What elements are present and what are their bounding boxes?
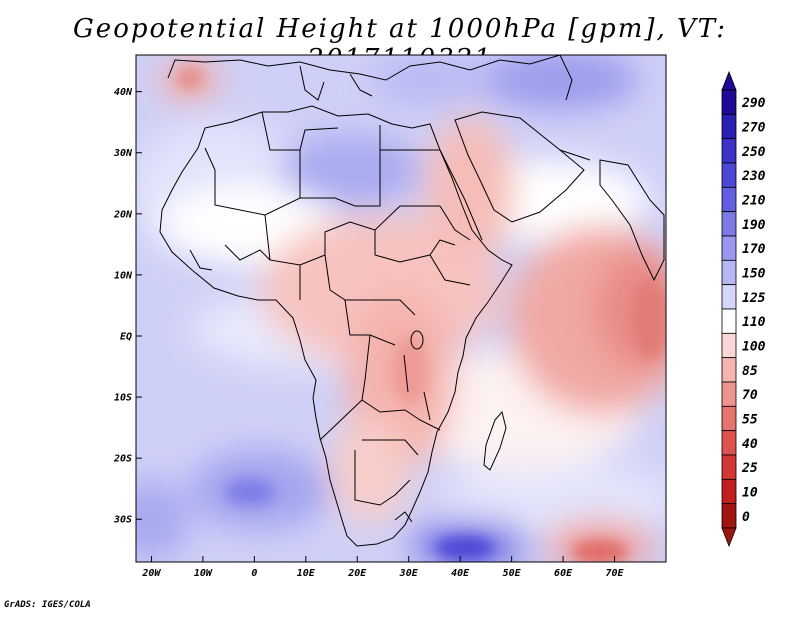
colorbar-swatch [721,454,737,480]
colorbar-label: 150 [742,267,766,282]
india-coastline [599,159,665,282]
colorbar-swatch [721,357,737,383]
lon-tick-label: 20E [347,568,367,579]
arabia-coastline [454,111,585,223]
colorbar-swatch [721,113,737,140]
lon-tick-label: 50E [503,568,522,579]
colorbar-label: 270 [741,121,766,136]
lon-tick-label: 60E [554,568,573,579]
colorbar-swatch [721,478,737,505]
colorbar-swatch [721,259,737,286]
lat-tick-label: 10N [114,270,133,281]
plot-frame [135,54,667,563]
colorbar-label: 190 [742,218,766,233]
colorbar-top-arrow [721,70,737,91]
colorbar-label: 100 [742,340,766,355]
colorbar-label: 0 [742,510,750,525]
lat-tick-label: EQ [120,331,132,342]
madagascar-coastline [483,410,507,471]
europe-coastline [167,55,561,81]
colorbar-swatch [721,89,737,115]
height-field [136,55,666,562]
lon-tick-label: 20W [141,568,161,579]
lat-tick-label: 20N [113,209,133,220]
colorbar-swatch [721,162,737,188]
colorbar-label: 250 [741,145,766,160]
lat-tick-label: 30S [113,515,132,526]
lat-tick-label: 40N [114,87,133,98]
colorbar-swatch [721,308,737,334]
lon-axis: 20W 10W 0 10E 20E 30E 40E 50E 60E 70E [141,556,625,579]
colorbar-label: 10 [742,486,758,501]
colorbar-label: 230 [741,169,766,184]
colorbar-swatch [721,381,737,407]
lat-axis: 40N 30N 20N 10N EQ 10S 20S 30S [113,87,142,526]
colorbar-label: 40 [742,437,758,452]
lon-tick-label: 0 [251,568,257,579]
colorbar-label: 210 [741,194,766,209]
lon-tick-label: 70E [606,568,625,579]
lon-tick-label: 30E [399,568,419,579]
africa-coastline [159,105,513,547]
coastlines [159,55,665,547]
colorbar-label: 85 [742,364,758,379]
lat-tick-label: 20S [113,454,132,465]
colorbar-label: 110 [742,315,766,330]
colorbar-label: 125 [742,291,766,306]
lon-tick-label: 10E [297,568,316,579]
colorbar-swatch [721,211,737,237]
colorbar-swatch [721,235,737,261]
colorbar-bottom-arrow [721,527,737,548]
colorbar-swatch [721,405,737,432]
lon-tick-label: 10W [194,568,213,579]
colorbar-label: 25 [741,461,758,476]
colorbar-label: 55 [742,413,758,428]
colorbar-swatch [721,430,737,456]
colorbar-swatch [721,503,737,529]
colorbar: 2902702502302101901701501251101008570554… [721,70,766,548]
colorbar-label: 170 [742,242,766,257]
lat-tick-label: 10S [114,393,132,404]
colorbar-swatch [721,186,737,213]
colorbar-swatch [721,332,737,359]
colorbar-swatch [721,284,737,310]
lon-tick-label: 40E [451,568,470,579]
colorbar-label: 290 [741,96,766,111]
lat-tick-label: 30N [113,148,133,159]
footer-credit: GrADS: IGES/COLA [4,600,91,610]
colorbar-swatch [721,138,737,164]
colorbar-label: 70 [742,388,758,403]
